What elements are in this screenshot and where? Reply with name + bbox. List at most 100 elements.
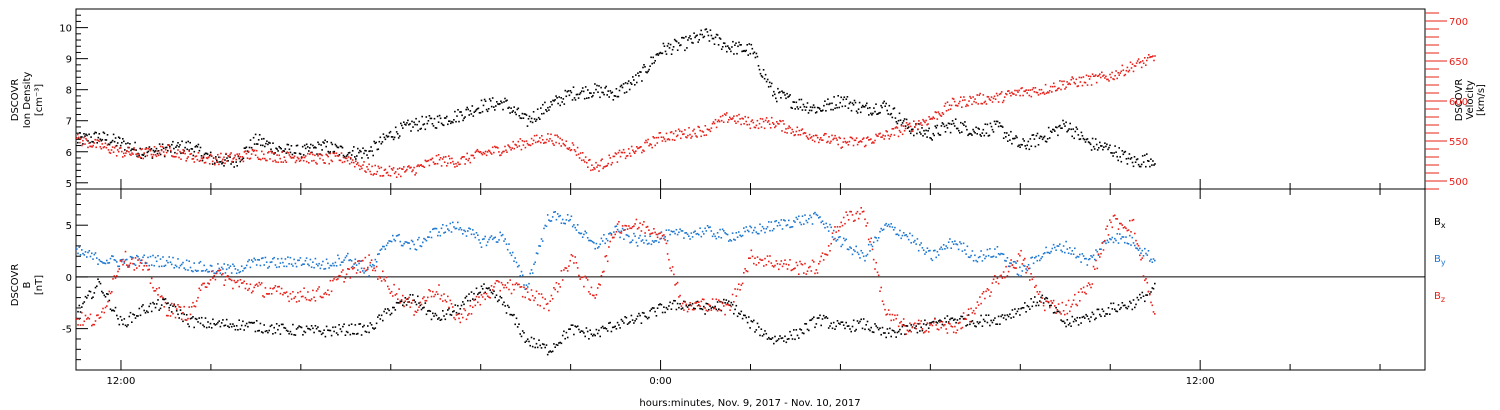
bx-point (822, 314, 825, 317)
bx-point (285, 329, 288, 332)
bz-point (218, 269, 220, 272)
by-point (884, 224, 886, 226)
bz-point (625, 225, 628, 227)
bx-point (813, 316, 815, 318)
density-point (792, 101, 794, 103)
by-point (876, 239, 879, 242)
bz-point (634, 223, 636, 225)
bx-point (519, 333, 521, 335)
bz-point (255, 283, 258, 285)
by-point (882, 228, 885, 231)
bz-point (1100, 252, 1102, 255)
bz-point (887, 309, 890, 311)
density-point (196, 146, 199, 148)
by-point (729, 239, 731, 241)
by-point (798, 215, 800, 218)
by-point (1012, 261, 1015, 263)
density-point (1044, 140, 1047, 143)
density-point (496, 101, 498, 103)
bx-point (806, 328, 809, 331)
velocity-point (394, 171, 397, 173)
velocity-point (278, 154, 280, 157)
by-point (738, 231, 740, 233)
velocity-point (954, 104, 957, 107)
by-point (753, 229, 755, 232)
velocity-point (339, 159, 342, 162)
bx-point (890, 335, 892, 338)
bz-point (282, 293, 284, 296)
by-point (673, 230, 675, 233)
density-point (815, 111, 818, 113)
bx-point (939, 319, 941, 321)
by-point (420, 245, 423, 248)
by-point (780, 219, 783, 221)
bz-point (410, 302, 413, 304)
by-point (912, 241, 915, 243)
density-point (922, 135, 924, 137)
bz-point (684, 301, 686, 303)
density-point (615, 88, 618, 90)
bx-point (679, 303, 681, 305)
bx-point (448, 307, 450, 310)
by-point (425, 239, 428, 242)
by-point (399, 240, 402, 243)
velocity-point (984, 100, 987, 103)
density-point (312, 144, 314, 147)
by-point (621, 227, 624, 230)
velocity-point (490, 153, 493, 155)
by-point (424, 238, 427, 241)
velocity-point (413, 166, 415, 169)
velocity-point (400, 175, 402, 178)
density-point (868, 114, 870, 116)
bx-point (799, 328, 801, 330)
by-point (359, 260, 362, 262)
bx-point (1141, 291, 1144, 294)
by-point (565, 219, 568, 221)
by-point (674, 232, 676, 235)
bx-point (189, 317, 192, 320)
velocity-point (369, 170, 371, 173)
by-point (1082, 255, 1085, 257)
density-point (656, 53, 659, 55)
density-point (335, 145, 338, 147)
density-point (778, 91, 780, 94)
by-point (761, 225, 764, 228)
bz-point (1112, 215, 1115, 217)
by-point (1135, 247, 1137, 249)
density-point (349, 157, 352, 160)
bx-point (452, 310, 454, 313)
velocity-point (581, 152, 584, 154)
density-point (763, 77, 766, 80)
by-point (543, 227, 545, 230)
density-point (357, 147, 359, 150)
by-point (263, 264, 265, 266)
density-point (324, 139, 326, 142)
by-point (745, 226, 748, 228)
bx-point (739, 313, 741, 315)
density-point (938, 134, 941, 136)
velocity-point (696, 136, 698, 138)
by-point (1027, 264, 1030, 266)
bz-point (473, 299, 475, 302)
by-point (1085, 257, 1087, 260)
density-point (1130, 157, 1133, 159)
density-point (719, 38, 722, 40)
velocity-point (189, 153, 191, 155)
velocity-point (901, 133, 904, 136)
velocity-point (898, 129, 901, 132)
density-point (255, 143, 258, 145)
bz-point (872, 258, 875, 261)
bx-point (247, 325, 249, 328)
bz-point (267, 293, 269, 295)
density-point (220, 161, 222, 163)
by-point (332, 262, 334, 265)
density-point (1121, 150, 1124, 152)
by-point (1124, 241, 1126, 244)
velocity-point (77, 133, 79, 136)
velocity-point (1148, 54, 1150, 56)
by-point (529, 272, 531, 275)
velocity-point (913, 120, 915, 122)
bx-point (248, 321, 250, 324)
density-point (355, 158, 357, 160)
bx-point (555, 343, 558, 346)
